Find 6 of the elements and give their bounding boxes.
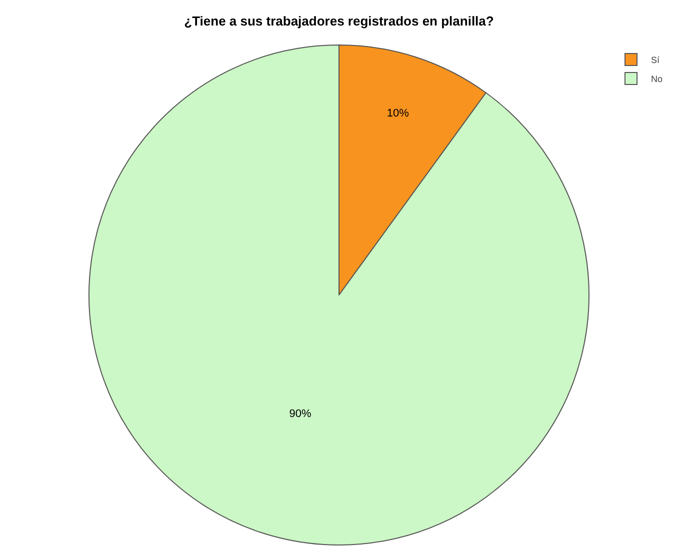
pie-slice — [88, 44, 590, 546]
data-label: 90% — [289, 408, 312, 420]
legend-label: No — [651, 74, 663, 84]
data-label: 10% — [386, 107, 410, 120]
legend-label: Sí — [651, 55, 660, 66]
chart-title: ¿Tiene a sus trabajadores registrados en planilla? — [184, 14, 494, 29]
